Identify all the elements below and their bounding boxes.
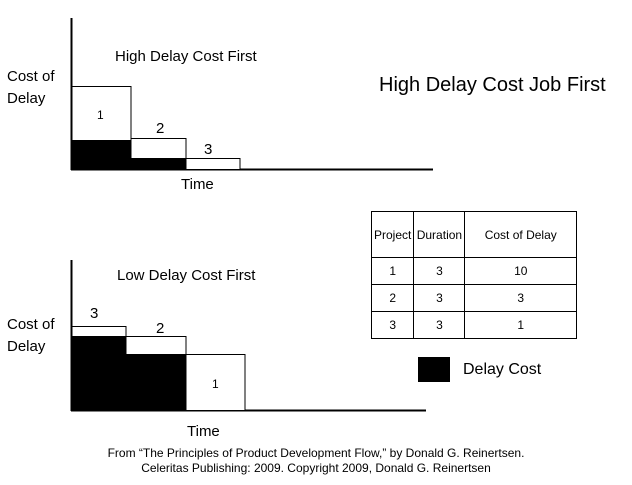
top-job-3-bar [185,158,241,170]
project-table: Project Duration Cost of Delay 1 3 10 2 … [370,211,577,339]
table-row: 1 3 10 [370,257,577,285]
bottom-y-axis-label-line2: Delay [7,338,46,355]
top-x-axis-label: Time [181,176,214,193]
table-row: 3 3 1 [370,311,577,339]
top-y-axis-label-line1: Cost of [7,68,55,85]
table-cell: 3 [413,311,466,339]
top-y-axis-label-line2: Delay [7,90,46,107]
bottom-job-3-delay-cost [72,336,126,410]
table-cell: 3 [370,311,415,339]
bottom-y-axis-label-line1: Cost of [7,316,55,333]
main-title: High Delay Cost Job First [379,74,606,96]
bottom-job-3-label: 3 [90,305,99,322]
table-cell: 3 [413,284,466,312]
top-job-1-label: 1 [97,108,104,122]
footer-line1: From “The Principles of Product Developm… [107,446,525,460]
top-job-2-label: 2 [156,120,165,137]
table-header-row: Project Duration Cost of Delay [370,211,577,258]
legend-label: Delay Cost [463,361,542,378]
table-header-duration: Duration [413,211,466,258]
bottom-panel-title: Low Delay Cost First [117,267,256,284]
table-header-cost-of-delay-text: Cost of Delay [484,227,557,242]
table-header-project: Project [370,211,415,258]
table-cell: 2 [370,284,415,312]
bottom-job-2-label: 2 [156,320,165,337]
table-row: 2 3 3 [370,284,577,312]
table-cell: 1 [464,311,577,339]
table-cell: 3 [464,284,577,312]
top-y-axis-label: Cost of Delay [7,66,55,110]
footer-line2: Celeritas Publishing: 2009. Copyright 20… [141,461,491,475]
bottom-y-axis-label: Cost of Delay [7,314,55,358]
table-cell: 10 [464,257,577,285]
legend-swatch [418,357,450,382]
top-job-3-label: 3 [204,141,213,158]
table-header-cost-of-delay: Cost of Delay [464,211,577,258]
top-job-2-delay-cost [131,158,186,169]
top-panel-title: High Delay Cost First [115,48,257,65]
bottom-x-axis-label: Time [187,423,220,440]
table-cell: 3 [413,257,466,285]
bottom-job-1-bar [185,354,246,411]
bottom-job-2-delay-cost [126,354,186,410]
bottom-job-1-label: 1 [212,377,219,391]
top-job-1-delay-cost [72,140,131,169]
table-cell: 1 [370,257,415,285]
